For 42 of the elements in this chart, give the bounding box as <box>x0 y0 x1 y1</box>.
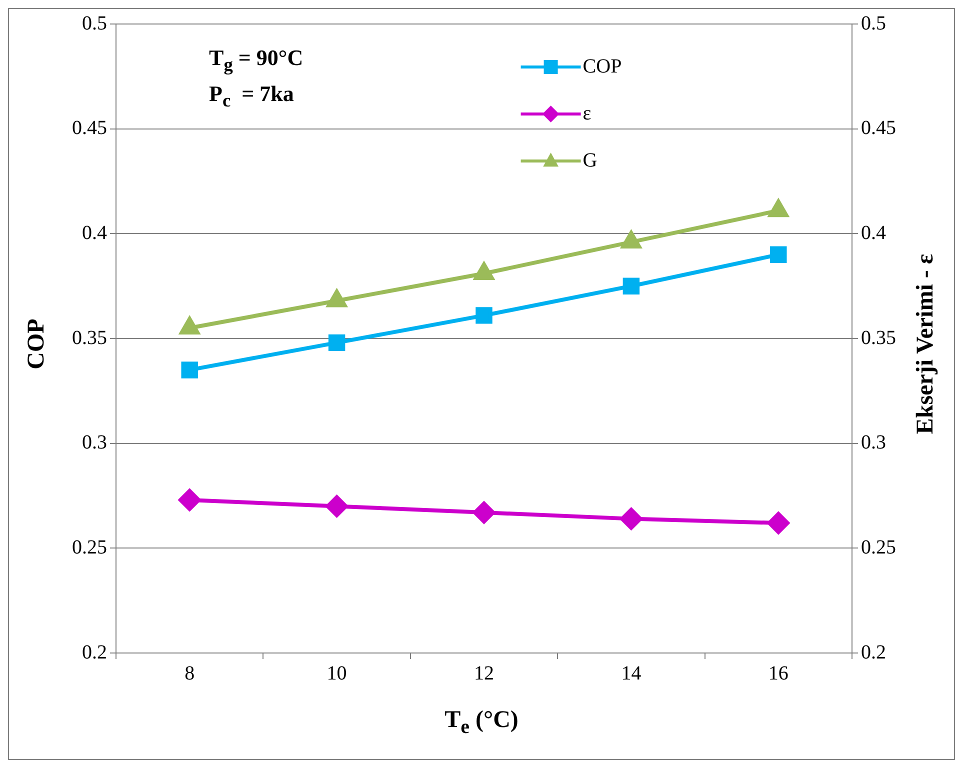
point <box>180 317 200 335</box>
legend-label: COP <box>582 55 622 78</box>
y2-axis-title: Ekserji Verimi - ε <box>912 254 940 434</box>
point <box>473 502 495 524</box>
legend-label: G <box>582 149 598 172</box>
point <box>622 278 640 294</box>
point <box>327 290 347 308</box>
annotation: T$_{g}$ = 90°C <box>209 45 304 76</box>
x-axis-title: T$_{e}$ (°C) <box>444 707 520 739</box>
point <box>620 508 642 530</box>
x-tick-label: 10 <box>326 662 347 684</box>
y2-tick-label: 0.2 <box>861 641 886 664</box>
annotation: P$_{c}$ = 7ka <box>209 81 294 112</box>
point <box>768 200 788 218</box>
y2-tick-label: 0.25 <box>861 536 896 558</box>
y-tick-label: 0.25 <box>72 536 107 558</box>
y-tick-label: 0.4 <box>82 222 107 244</box>
point <box>178 488 201 511</box>
y2-tick-label: 0.5 <box>861 12 886 34</box>
x-tick-label: 16 <box>768 662 788 684</box>
point <box>770 246 787 263</box>
point <box>326 495 348 518</box>
legend-label: ε <box>582 102 592 124</box>
y2-tick-label: 0.35 <box>861 326 896 349</box>
point <box>181 362 198 378</box>
y-axis-title: COP <box>24 318 50 370</box>
y2-tick-label: 0.3 <box>861 432 886 454</box>
point <box>328 334 346 352</box>
y2-tick-label: 0.4 <box>861 222 886 244</box>
y2-tick-label: 0.45 <box>861 117 896 140</box>
point <box>476 307 492 324</box>
point <box>621 231 641 249</box>
y-tick-label: 0.3 <box>82 432 107 454</box>
x-tick-label: 12 <box>474 662 494 684</box>
point <box>767 512 790 534</box>
y-tick-label: 0.45 <box>72 117 107 140</box>
x-tick-label: 14 <box>621 662 642 684</box>
y-tick-label: 0.2 <box>82 641 107 664</box>
x-tick-label: 8 <box>184 662 195 684</box>
point <box>474 262 494 280</box>
y-tick-label: 0.35 <box>72 326 107 349</box>
y-tick-label: 0.5 <box>82 12 107 34</box>
